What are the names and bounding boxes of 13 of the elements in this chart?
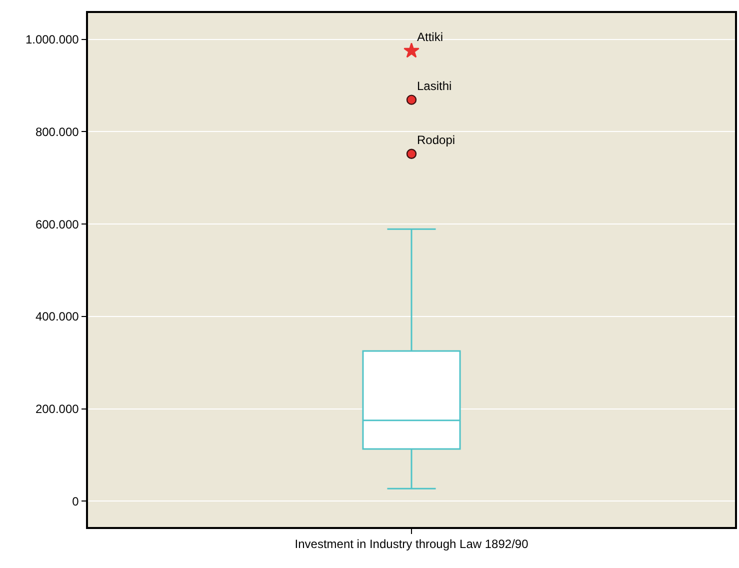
x-tick-label: Investment in Industry through Law 1892/90: [294, 537, 529, 552]
point: [406, 94, 417, 105]
y-tick-label: 600.000: [35, 217, 80, 232]
annotation: Attiki: [417, 30, 444, 44]
point: [404, 42, 420, 58]
annotation: Rodopi: [417, 133, 456, 147]
y-tick-label: 0: [72, 494, 80, 508]
y-tick-label: 1.000.000: [25, 32, 80, 47]
y-tick-label: 400.000: [35, 310, 80, 324]
annotation: Lasithi: [417, 79, 452, 93]
y-tick-label: 800.000: [35, 124, 80, 139]
point: [406, 148, 417, 159]
y-tick-label: 200.000: [35, 402, 80, 416]
